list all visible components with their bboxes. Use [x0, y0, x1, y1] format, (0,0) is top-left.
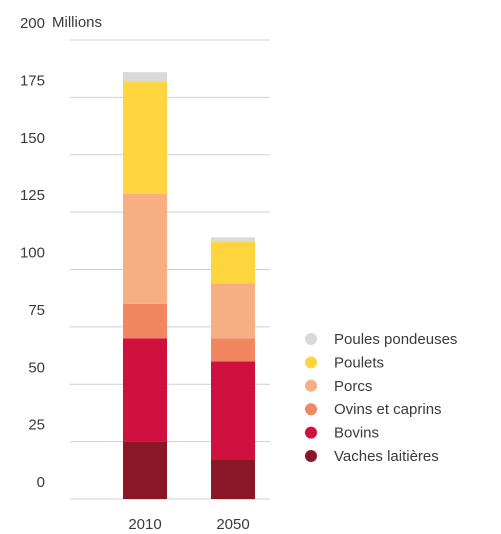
bar-segment-2010-ovins-et-caprins [123, 303, 167, 339]
legend: Poules pondeuses Poulets Porcs Ovins et cap… [305, 331, 457, 465]
legend-label: Ovins et caprins [334, 401, 442, 418]
legend-marker [305, 426, 317, 439]
bar-segment-2010-poulets [123, 81, 167, 194]
legend-marker [305, 450, 317, 462]
y-tick-label: 50 [28, 359, 45, 376]
gridlines [70, 39, 270, 500]
y-axis-unit-label: Millions [52, 14, 102, 31]
bar-segment-2050-bovins [211, 361, 255, 460]
y-tick-label: 200 [20, 15, 45, 32]
bars [123, 72, 255, 499]
y-tick-label: 150 [20, 130, 45, 147]
y-tick-label: 25 [28, 417, 45, 434]
bar-segment-2010-bovins [123, 338, 167, 442]
y-tick-label: 75 [28, 302, 45, 319]
bar-segment-2050-vaches-laitières [211, 459, 255, 499]
x-tick-label: 2050 [216, 516, 249, 533]
y-axis: Millions 0 25 50 75 100 125 150 175 200 [20, 14, 102, 491]
legend-marker [305, 356, 317, 369]
y-tick-label: 175 [20, 72, 45, 89]
legend-label: Poules pondeuses [334, 331, 457, 348]
legend-item: Bovins [305, 425, 379, 442]
legend-label: Porcs [334, 378, 372, 395]
legend-label: Poulets [334, 354, 384, 371]
bar-segment-2050-poulets [211, 241, 255, 284]
legend-item: Porcs [305, 378, 372, 395]
y-tick-label: 125 [20, 187, 45, 204]
x-axis: 2010 2050 [128, 516, 249, 533]
bar-segment-2010-vaches-laitières [123, 441, 167, 499]
x-tick-label: 2010 [128, 516, 161, 533]
bar-segment-2010-porcs [123, 193, 167, 304]
bar-segment-2050-ovins-et-caprins [211, 338, 255, 362]
legend-marker [305, 333, 317, 345]
bar-segment-2010-poules-pondeuses [123, 72, 167, 82]
legend-label: Bovins [334, 425, 379, 442]
legend-item: Poulets [305, 354, 384, 371]
legend-marker [305, 403, 317, 416]
legend-marker [305, 379, 317, 392]
legend-item: Vaches laitières [305, 448, 439, 465]
bar-segment-2050-porcs [211, 283, 255, 339]
legend-item: Ovins et caprins [305, 401, 442, 418]
y-tick-label: 100 [20, 245, 45, 262]
y-tick-label: 0 [37, 474, 45, 491]
bar-segment-2050-poules-pondeuses [211, 237, 255, 242]
legend-item: Poules pondeuses [305, 331, 457, 348]
legend-label: Vaches laitières [334, 448, 439, 465]
